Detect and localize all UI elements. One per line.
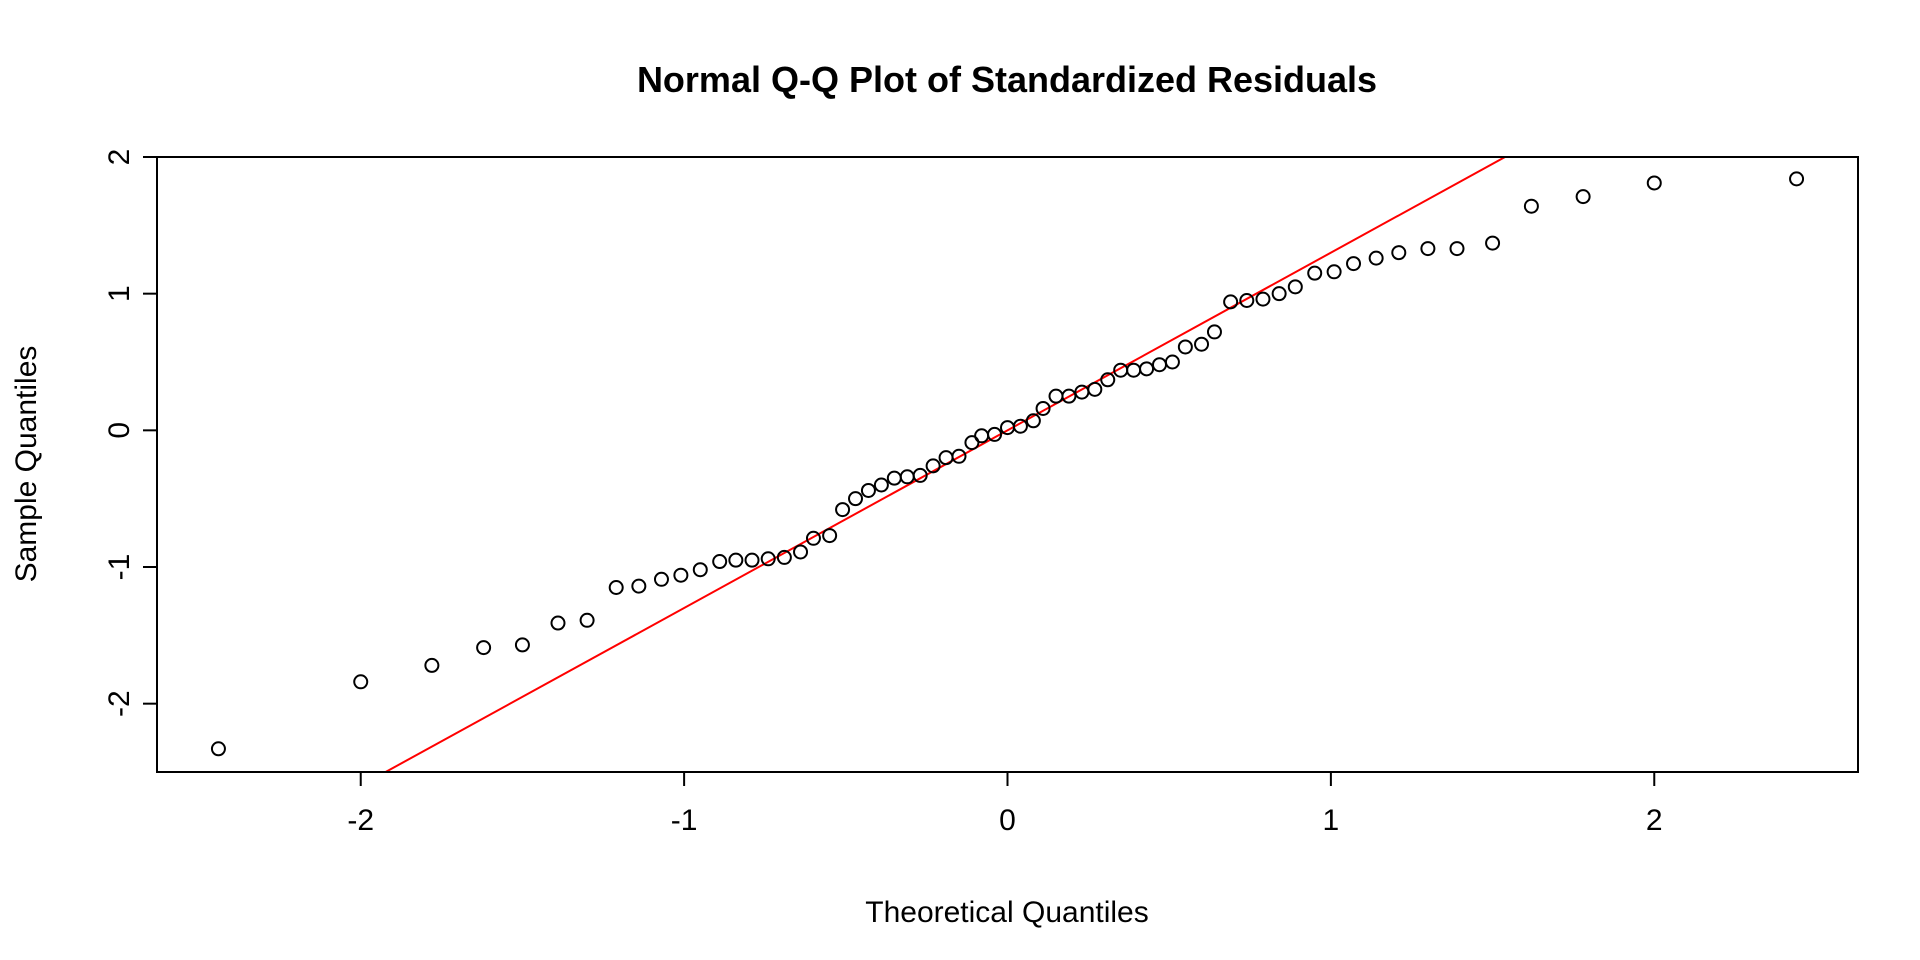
data-point bbox=[1326, 264, 1342, 280]
data-point bbox=[1575, 189, 1591, 205]
data-point bbox=[964, 435, 980, 451]
data-point bbox=[1100, 372, 1116, 388]
x-tick-label: 1 bbox=[1323, 804, 1340, 837]
y-tick-label: 2 bbox=[103, 149, 136, 166]
data-point bbox=[873, 477, 889, 493]
data-point bbox=[793, 544, 809, 560]
data-point bbox=[692, 562, 708, 578]
y-tick-label: 0 bbox=[103, 422, 136, 439]
data-point bbox=[353, 674, 369, 690]
data-point bbox=[1255, 291, 1271, 307]
data-point bbox=[1271, 286, 1287, 302]
data-point bbox=[1485, 235, 1501, 251]
data-point bbox=[987, 426, 1003, 442]
data-point bbox=[631, 578, 647, 594]
data-point bbox=[1061, 388, 1077, 404]
data-point bbox=[805, 530, 821, 546]
y-tick-label: 1 bbox=[103, 285, 136, 302]
x-tick-label: -2 bbox=[347, 804, 374, 837]
data-point bbox=[550, 615, 566, 631]
data-point bbox=[1391, 245, 1407, 261]
y-tick-label: -1 bbox=[103, 554, 136, 581]
data-point bbox=[925, 458, 941, 474]
data-point bbox=[424, 657, 440, 673]
data-point bbox=[712, 554, 728, 570]
data-point bbox=[848, 491, 864, 507]
data-point bbox=[860, 482, 876, 498]
data-point bbox=[912, 467, 928, 483]
data-point bbox=[1012, 418, 1028, 434]
data-point bbox=[1139, 361, 1155, 377]
x-tick-label: 0 bbox=[999, 804, 1016, 837]
data-point bbox=[1523, 198, 1539, 214]
x-axis-label: Theoretical Quantiles bbox=[865, 896, 1148, 929]
data-point bbox=[1035, 400, 1051, 416]
data-point bbox=[653, 571, 669, 587]
data-point bbox=[1239, 293, 1255, 308]
plot-frame bbox=[156, 156, 1859, 773]
data-point bbox=[579, 612, 595, 628]
data-point bbox=[1177, 339, 1193, 355]
data-point bbox=[673, 567, 689, 583]
data-point bbox=[1307, 265, 1323, 281]
data-point bbox=[1194, 336, 1210, 352]
data-point bbox=[608, 580, 624, 595]
points-layer bbox=[210, 171, 1805, 757]
data-point bbox=[1449, 241, 1465, 257]
data-point bbox=[1025, 413, 1041, 429]
data-point bbox=[1346, 256, 1362, 272]
data-point bbox=[1420, 241, 1436, 257]
data-point bbox=[835, 502, 851, 518]
data-point bbox=[1287, 279, 1303, 295]
data-point bbox=[210, 741, 226, 757]
x-tick-label: 2 bbox=[1646, 804, 1663, 837]
qq-reference-line bbox=[383, 157, 1508, 772]
data-point bbox=[1646, 175, 1662, 191]
data-point bbox=[776, 549, 792, 565]
data-point bbox=[1206, 324, 1222, 340]
data-point bbox=[1789, 171, 1805, 187]
data-point bbox=[1223, 294, 1239, 310]
data-point bbox=[1164, 354, 1180, 370]
data-point bbox=[1087, 381, 1103, 397]
data-point bbox=[476, 640, 492, 656]
reference-line-layer bbox=[383, 157, 1508, 772]
y-tick-label: -2 bbox=[103, 690, 136, 717]
data-point bbox=[760, 551, 776, 567]
data-point bbox=[728, 552, 744, 568]
data-point bbox=[744, 552, 760, 568]
chart-title: Normal Q-Q Plot of Standardized Residual… bbox=[637, 59, 1377, 100]
data-point bbox=[514, 637, 530, 653]
data-point bbox=[822, 528, 838, 544]
data-point bbox=[1368, 250, 1384, 266]
y-axis-label: Sample Quantiles bbox=[10, 346, 43, 583]
data-point bbox=[951, 448, 967, 464]
x-tick-label: -1 bbox=[671, 804, 698, 837]
